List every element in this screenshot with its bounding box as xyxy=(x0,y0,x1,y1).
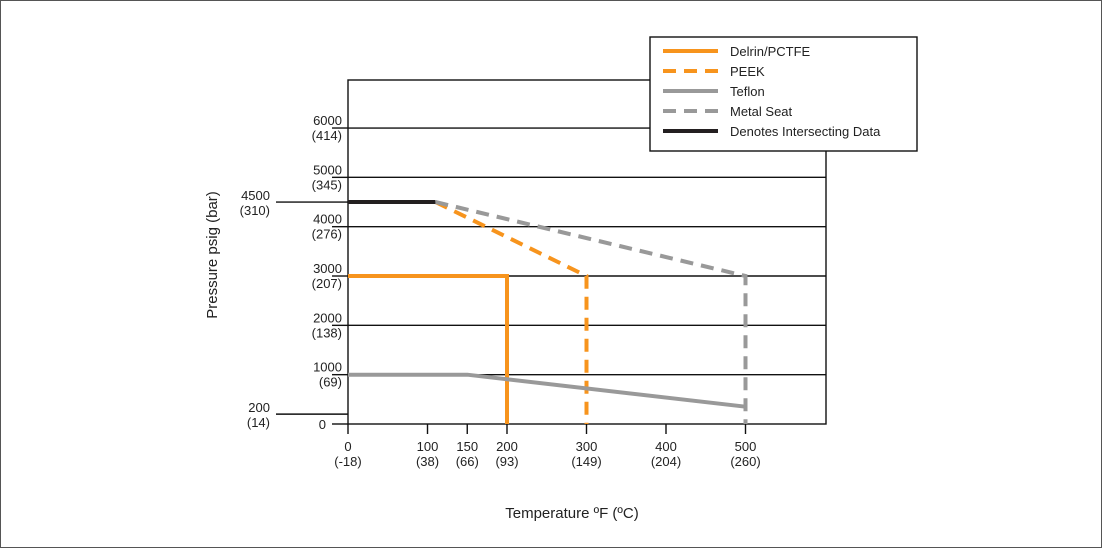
y-tick-label: 0 xyxy=(319,417,326,432)
x-tick-label: 0 xyxy=(344,439,351,454)
y-tick-bar-label: (69) xyxy=(319,375,342,390)
x-tick-celsius-label: (260) xyxy=(730,454,760,469)
y-tick-label: 3000 xyxy=(313,261,342,276)
y-tick-bar-label: (414) xyxy=(312,128,342,143)
x-tick-label: 200 xyxy=(496,439,518,454)
y-tick-bar-label: (310) xyxy=(240,203,270,218)
x-tick-celsius-label: (93) xyxy=(495,454,518,469)
series-line-delrin-pctfe xyxy=(348,274,509,424)
y-tick-label: 1000 xyxy=(313,360,342,375)
legend-label: Denotes Intersecting Data xyxy=(730,124,881,139)
x-tick-label: 150 xyxy=(456,439,478,454)
y-tick-label: 4000 xyxy=(313,212,342,227)
y-tick-label: 2000 xyxy=(313,310,342,325)
y-tick-label: 200 xyxy=(248,400,270,415)
y-tick-bar-label: (276) xyxy=(312,227,342,242)
series-line-teflon xyxy=(348,372,746,409)
x-tick-celsius-label: (66) xyxy=(456,454,479,469)
x-tick-celsius-label: (38) xyxy=(416,454,439,469)
y-tick-label: 6000 xyxy=(313,113,342,128)
x-tick-celsius-label: (204) xyxy=(651,454,681,469)
series-line-peek xyxy=(434,200,589,424)
series-line-metal-seat xyxy=(434,200,748,424)
legend-label: Metal Seat xyxy=(730,104,793,119)
y-tick-label: 4500 xyxy=(241,188,270,203)
legend-label: PEEK xyxy=(730,64,765,79)
y-tick-bar-label: (345) xyxy=(312,177,342,192)
y-tick-bar-label: (138) xyxy=(312,325,342,340)
x-tick-label: 300 xyxy=(576,439,598,454)
y-tick-bar-label: (14) xyxy=(247,415,270,430)
x-tick-celsius-label: (149) xyxy=(571,454,601,469)
x-tick-label: 500 xyxy=(735,439,757,454)
legend-label: Teflon xyxy=(730,84,765,99)
x-tick-label: 400 xyxy=(655,439,677,454)
x-axis-title: Temperature ºF (ºC) xyxy=(505,505,638,522)
y-axis-title: Pressure psig (bar) xyxy=(204,191,221,319)
x-tick-label: 100 xyxy=(417,439,439,454)
x-tick-celsius-label: (-18) xyxy=(334,454,361,469)
y-tick-label: 5000 xyxy=(313,162,342,177)
legend-label: Delrin/PCTFE xyxy=(730,44,811,59)
y-tick-bar-label: (207) xyxy=(312,276,342,291)
